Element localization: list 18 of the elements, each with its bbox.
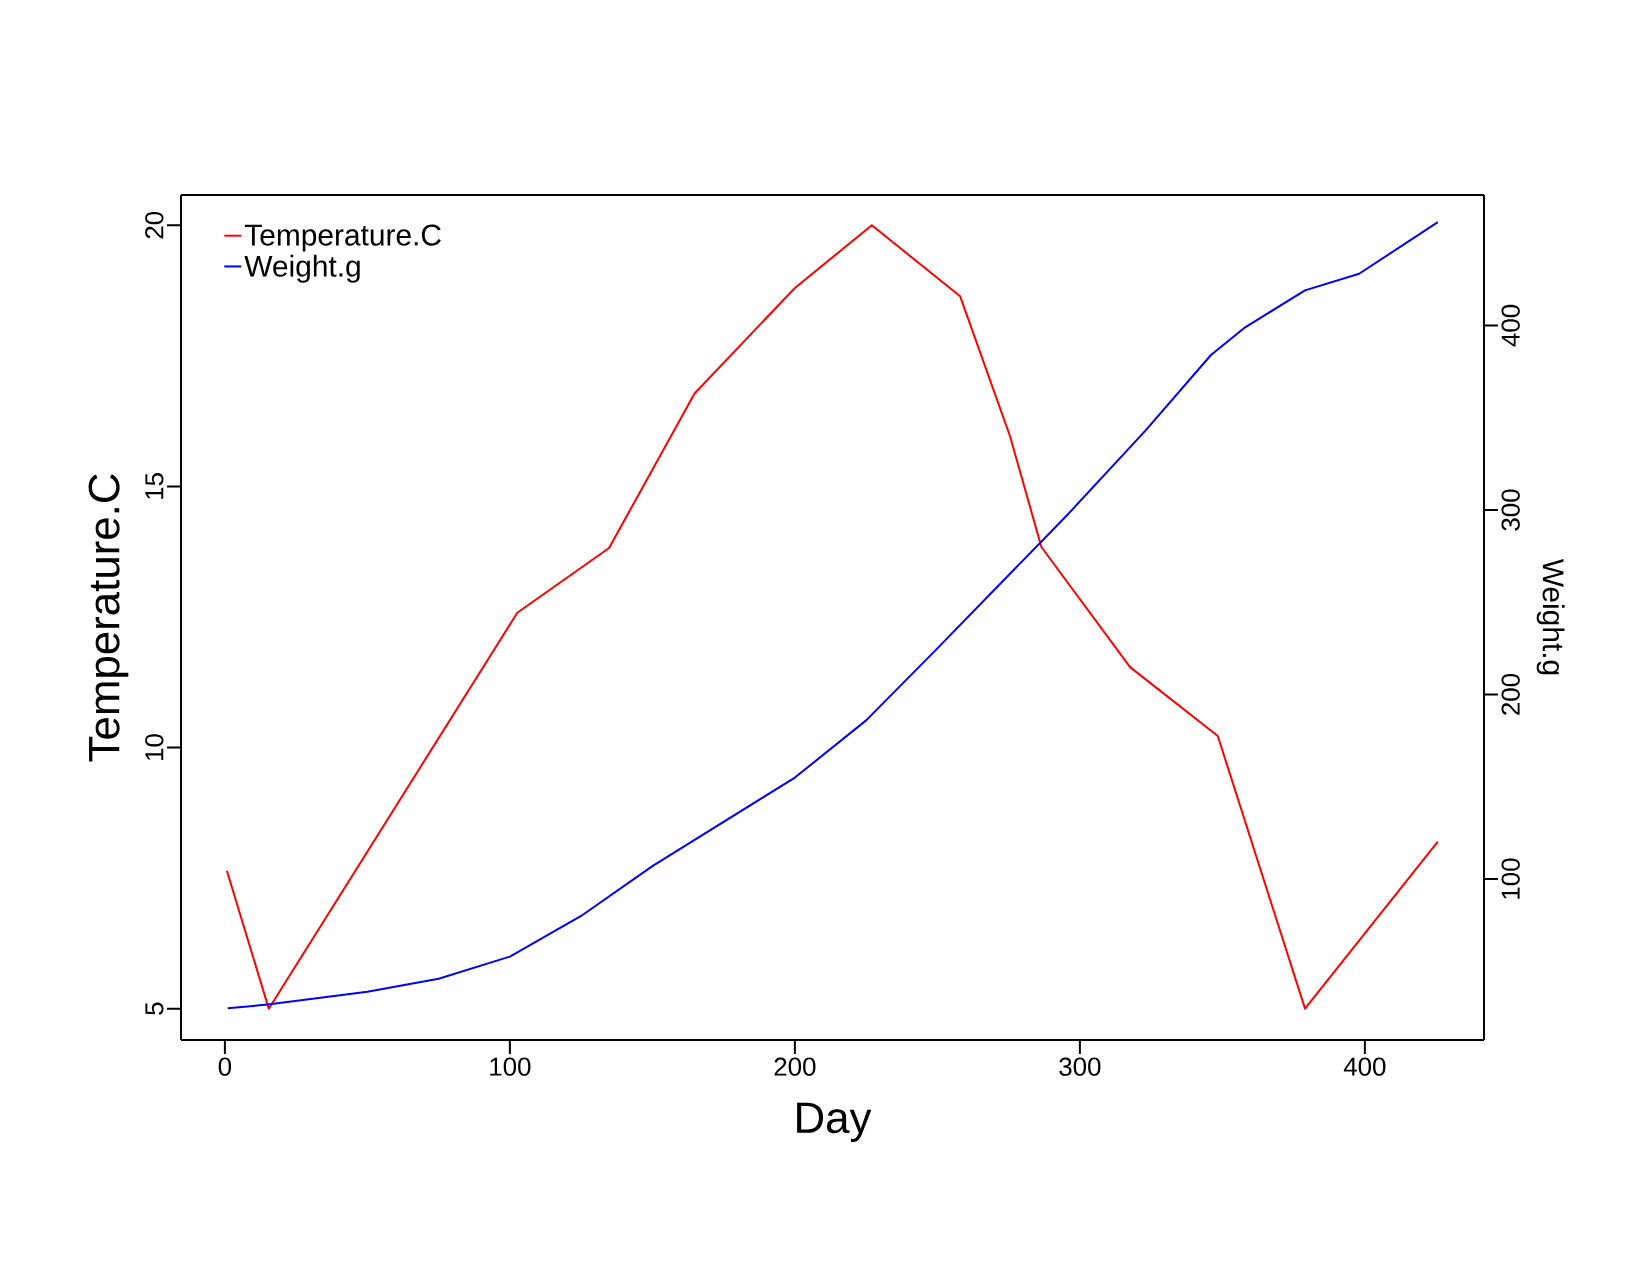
x-tick-label: 100 xyxy=(490,1057,531,1076)
y-axis-title: Temperature.C xyxy=(88,474,129,762)
y2-tick-label: 400 xyxy=(1501,304,1520,347)
legend-label: Weight.g xyxy=(244,254,360,283)
y2-tick-label: 100 xyxy=(1501,858,1520,899)
y-tick-label: 5 xyxy=(145,1002,164,1015)
x-tick-label: 400 xyxy=(1343,1057,1386,1076)
legend-label: Temperature.C xyxy=(244,224,441,252)
x-tick-label: 300 xyxy=(1059,1057,1101,1076)
y2-axis-title: Weight.g xyxy=(1536,558,1565,675)
y-tick-label: 20 xyxy=(145,211,164,239)
y2-tick-label: 300 xyxy=(1501,489,1520,531)
y-tick-label: 10 xyxy=(145,734,164,760)
x-tick-label: 0 xyxy=(218,1057,232,1076)
y2-tick-label: 200 xyxy=(1501,673,1520,715)
x-axis-title: Day xyxy=(797,1102,872,1142)
y-tick-label: 15 xyxy=(145,473,164,499)
x-tick-label: 200 xyxy=(774,1057,816,1076)
